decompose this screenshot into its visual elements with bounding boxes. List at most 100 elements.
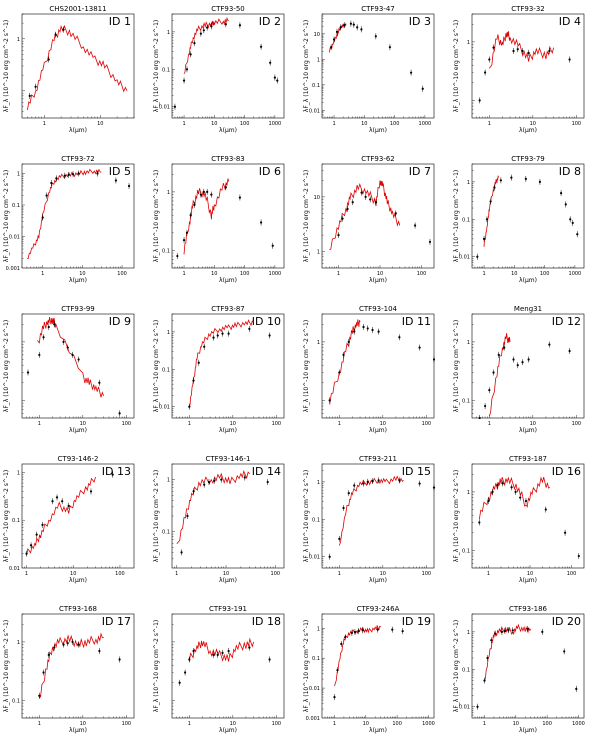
sed-panel: 1 10 100 λ(μm) λF_λ (10^-10 erg cm^-2 s^-1) C… xyxy=(0,300,150,450)
panel-title: CTF93-191 xyxy=(209,605,247,613)
photometry-point xyxy=(488,388,491,392)
x-tick-label: 100 xyxy=(540,271,550,277)
photometry-point xyxy=(512,49,515,53)
panel-title: CTF93-104 xyxy=(359,305,398,313)
photometry-point xyxy=(29,544,33,547)
plot-frame xyxy=(471,313,585,419)
photometry-point xyxy=(227,332,230,335)
photometry-point xyxy=(377,479,380,482)
photometry-point xyxy=(53,323,56,326)
photometry-point xyxy=(61,500,64,503)
panel-title: CTF93-186 xyxy=(509,605,548,613)
photometry-point xyxy=(42,671,45,674)
sed-plot: 1 10 100 1000 0.1 1 λ(μm) λF_λ (10^-10 erg cm^-… xyxy=(153,155,285,284)
photometry-point xyxy=(521,361,524,364)
x-tick-label: 10 xyxy=(97,121,103,127)
photometry-point xyxy=(54,33,57,36)
panel-title: CTF93-32 xyxy=(511,5,545,13)
y-axis-label: λF_λ (10^-10 erg cm^-2 s^-1) xyxy=(153,320,160,412)
photometry-point xyxy=(203,483,206,486)
photometry-point xyxy=(62,28,65,31)
x-tick-label: 100 xyxy=(567,571,577,577)
photometry-point xyxy=(259,45,263,48)
photometry-point xyxy=(243,476,246,479)
photometry-point xyxy=(328,399,331,402)
photometry-point xyxy=(524,177,527,180)
photometry-point xyxy=(188,658,191,661)
panel-id: ID 20 xyxy=(552,615,581,628)
model-sed-line xyxy=(27,24,128,111)
x-tick-label: 1 xyxy=(332,121,335,127)
photometry-point xyxy=(41,216,44,219)
x-tick-label: 1000 xyxy=(419,121,432,127)
panel-id: ID 18 xyxy=(252,615,281,628)
photometry-point xyxy=(514,490,517,494)
y-axis-label: λF_λ (10^-10 erg cm^-2 s^-1) xyxy=(303,470,310,562)
panel-title: CTF93-72 xyxy=(61,155,95,163)
x-tick-label: 100 xyxy=(122,421,132,427)
model-sed-line xyxy=(488,333,511,417)
photometry-point xyxy=(512,358,515,361)
x-tick-label: 100 xyxy=(240,121,250,127)
photometry-point xyxy=(527,358,530,361)
photometry-point xyxy=(563,650,566,653)
photometry-point xyxy=(51,500,54,503)
model-sed-line xyxy=(329,319,361,405)
y-axis-label: λF_λ (10^-10 erg cm^-2 s^-1) xyxy=(303,170,310,262)
photometry-point xyxy=(374,35,377,38)
photometry-point xyxy=(478,99,481,102)
photometry-point xyxy=(55,177,58,180)
photometry-point xyxy=(351,201,354,204)
photometry-point xyxy=(371,328,374,332)
photometry-point xyxy=(401,630,404,633)
photometry-point xyxy=(548,49,551,53)
photometry-point xyxy=(510,176,513,179)
photometry-point xyxy=(224,186,227,189)
y-tick-label: 0.01 xyxy=(159,105,170,111)
photometry-point xyxy=(482,237,486,240)
photometry-point xyxy=(62,643,65,646)
model-sed-line xyxy=(183,16,229,75)
sed-plot: 1 10 100 1000 0.01 0.1 1 λ(μm) λF_λ (10^-10 erg … xyxy=(153,5,285,134)
photometry-point xyxy=(192,490,195,493)
photometry-point xyxy=(199,193,202,196)
y-tick-label: 1 xyxy=(317,57,320,63)
photometry-point xyxy=(352,23,355,26)
photometry-point xyxy=(193,203,196,206)
plot-frame xyxy=(471,163,585,269)
photometry-point xyxy=(510,486,513,489)
x-tick-label: 100 xyxy=(417,271,427,277)
y-tick-label: 1 xyxy=(467,180,470,186)
plot-frame xyxy=(321,313,435,419)
x-tick-label: 100 xyxy=(422,421,432,427)
y-tick-label: 1 xyxy=(17,640,20,646)
x-tick-label: 1000 xyxy=(422,721,435,727)
x-tick-label: 10 xyxy=(223,571,229,577)
x-axis-label: λ(μm) xyxy=(519,427,537,434)
x-axis-label: λ(μm) xyxy=(69,727,87,734)
x-tick-label: 100 xyxy=(272,421,282,427)
sed-panel: 1 10 100 1000 0.01 0.1 1 λ(μm) λF_λ (10^-10 erg … xyxy=(450,600,600,750)
y-axis-label: λF_λ (10^-10 erg cm^-2 s^-1) xyxy=(153,20,160,112)
photometry-point xyxy=(364,195,367,199)
photometry-point xyxy=(497,353,500,356)
photometry-point xyxy=(67,504,70,507)
photometry-point xyxy=(38,353,41,356)
model-sed-line xyxy=(38,632,104,699)
photometry-point xyxy=(341,217,344,220)
panel-id: ID 14 xyxy=(252,465,281,478)
sed-panel: 1 10 100 1 λ(μm) λF_λ (10^-10 erg cm^-2 s^-1)… xyxy=(300,300,450,450)
y-tick-label: 0.01 xyxy=(309,686,320,692)
photometry-point xyxy=(398,336,401,339)
sed-plot: 1 10 100 λ(μm) λF_λ (10^-10 erg cm^-2 s^-1) C… xyxy=(153,605,285,734)
x-tick-label: 100 xyxy=(240,271,250,277)
photometry-point xyxy=(483,679,486,682)
x-tick-label: 1 xyxy=(337,271,340,277)
photometry-point xyxy=(371,479,374,483)
photometry-point xyxy=(34,85,37,88)
panel-title: Meng31 xyxy=(514,305,542,313)
sed-panel: 1 10 100 1 λ(μm) λF_λ (10^-10 erg cm^-2 s^-1)… xyxy=(450,0,600,150)
sed-panel: 1 10 100 1000 0.01 0.1 1 λ(μm) λF_λ (10^-10 erg … xyxy=(150,0,300,150)
photometry-point xyxy=(248,327,251,330)
